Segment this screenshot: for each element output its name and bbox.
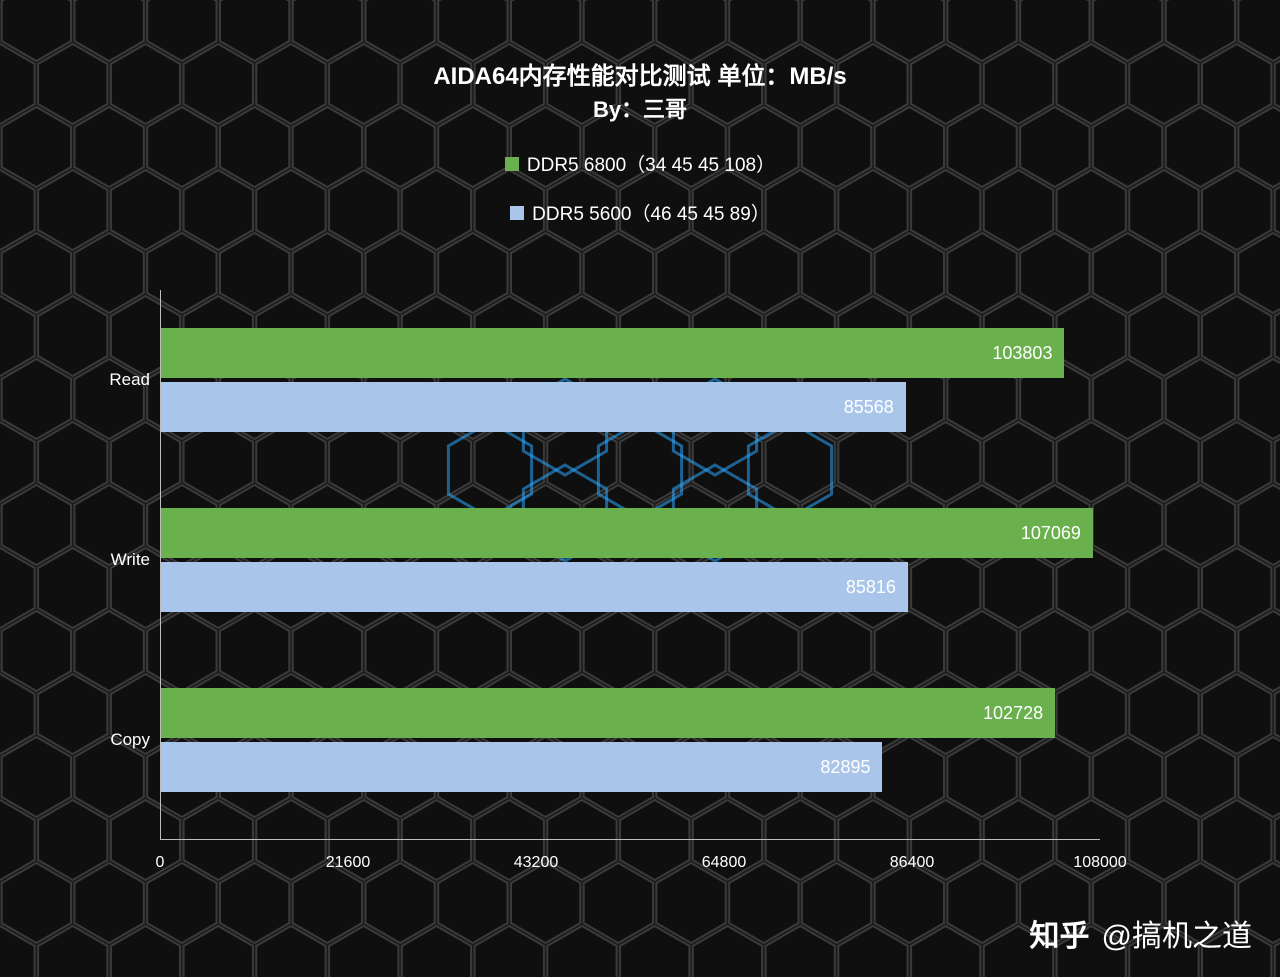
category-label: Write bbox=[90, 550, 150, 570]
x-axis-line bbox=[160, 839, 1100, 840]
legend-label: DDR5 5600（46 45 45 89） bbox=[532, 199, 770, 226]
category-label: Read bbox=[90, 370, 150, 390]
x-tick-label: 21600 bbox=[326, 854, 371, 872]
bar: 85568 bbox=[161, 382, 906, 432]
legend-swatch-icon bbox=[510, 206, 524, 220]
x-tick-label: 0 bbox=[156, 854, 165, 872]
x-tick-label: 43200 bbox=[514, 854, 559, 872]
bar-value-label: 82895 bbox=[820, 757, 870, 778]
x-tick-label: 108000 bbox=[1073, 854, 1126, 872]
bar: 103803 bbox=[161, 328, 1064, 378]
bar: 85816 bbox=[161, 562, 908, 612]
bar-value-label: 85568 bbox=[844, 397, 894, 418]
bar-value-label: 85816 bbox=[846, 577, 896, 598]
watermark: 知乎 @搞机之道 bbox=[1030, 911, 1252, 955]
chart-title: AIDA64内存性能对比测试 单位：MB/s bbox=[0, 56, 1280, 91]
watermark-logo: 知乎 bbox=[1030, 911, 1090, 955]
bar: 82895 bbox=[161, 742, 882, 792]
bar: 107069 bbox=[161, 508, 1093, 558]
legend-label: DDR5 6800（34 45 45 108） bbox=[527, 150, 775, 177]
chart-legend: DDR5 6800（34 45 45 108） DDR5 5600（46 45 4… bbox=[0, 150, 1280, 226]
legend-item: DDR5 5600（46 45 45 89） bbox=[510, 199, 770, 226]
bar-value-label: 107069 bbox=[1021, 523, 1081, 544]
chart-subtitle: By：三哥 bbox=[0, 92, 1280, 124]
x-tick-label: 64800 bbox=[702, 854, 747, 872]
chart-plot-area: 021600432006480086400108000Read103803855… bbox=[160, 290, 1100, 840]
bar-value-label: 103803 bbox=[992, 343, 1052, 364]
category-label: Copy bbox=[90, 730, 150, 750]
legend-item: DDR5 6800（34 45 45 108） bbox=[505, 150, 775, 177]
bar-value-label: 102728 bbox=[983, 703, 1043, 724]
legend-swatch-icon bbox=[505, 157, 519, 171]
watermark-author: @搞机之道 bbox=[1102, 911, 1252, 955]
x-tick-label: 86400 bbox=[890, 854, 935, 872]
chart-container: AIDA64内存性能对比测试 单位：MB/s By：三哥 DDR5 6800（3… bbox=[0, 0, 1280, 977]
bar: 102728 bbox=[161, 688, 1055, 738]
